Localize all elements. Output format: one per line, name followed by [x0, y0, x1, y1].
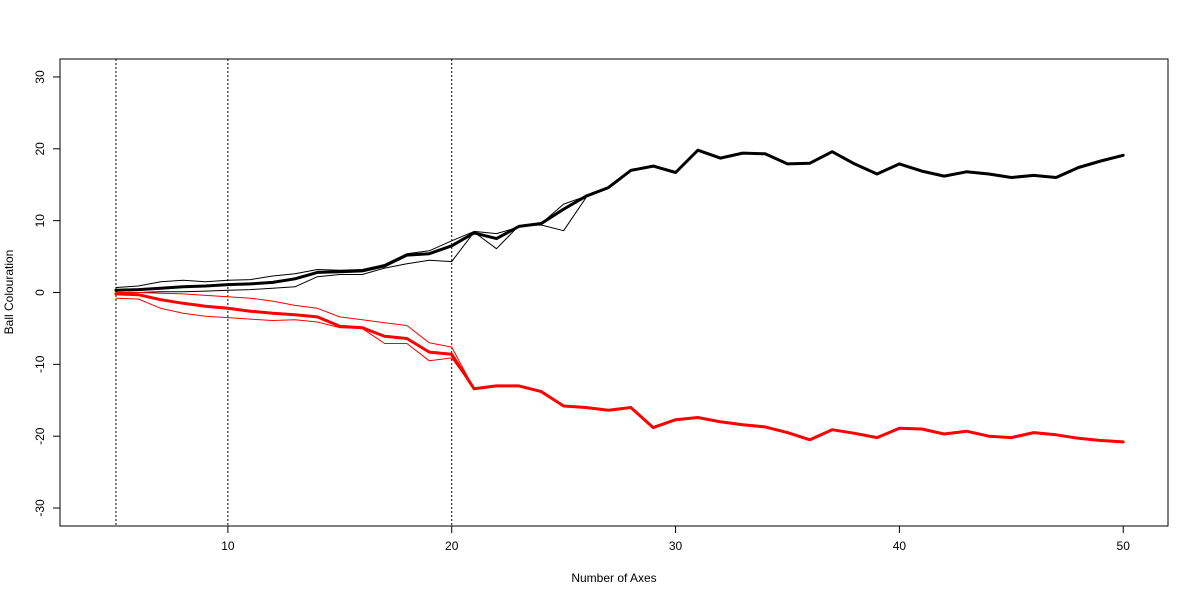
- y-tick-label: -10: [33, 355, 47, 373]
- x-tick-label: 30: [669, 539, 683, 553]
- x-axis-title: Number of Axes: [571, 571, 656, 585]
- series-line-5-red-thin: [115, 292, 475, 390]
- y-tick-label: -30: [33, 499, 47, 517]
- x-tick-label: 20: [445, 539, 459, 553]
- x-axis: 10 20 30 40 50: [221, 525, 1131, 553]
- y-tick-label: -20: [33, 427, 47, 445]
- y-axis-title: Ball Colouration: [2, 250, 16, 335]
- x-tick-label: 50: [1117, 539, 1131, 553]
- series-line-1-black-thick: [114, 148, 1125, 292]
- y-tick-label: 20: [33, 142, 47, 156]
- series-layer: [114, 148, 1125, 444]
- series-line-6-red-thin: [115, 297, 475, 390]
- x-tick-label: 10: [221, 539, 235, 553]
- series-line-3-black-thin: [115, 197, 587, 293]
- y-tick-label: 0: [33, 289, 47, 296]
- x-tick-label: 40: [893, 539, 907, 553]
- y-tick-label: 30: [33, 70, 47, 84]
- series-line-4-red-thick: [114, 292, 1125, 444]
- y-tick-label: 10: [33, 214, 47, 228]
- y-axis: -30 -20 -10 0 10 20 30: [33, 70, 61, 517]
